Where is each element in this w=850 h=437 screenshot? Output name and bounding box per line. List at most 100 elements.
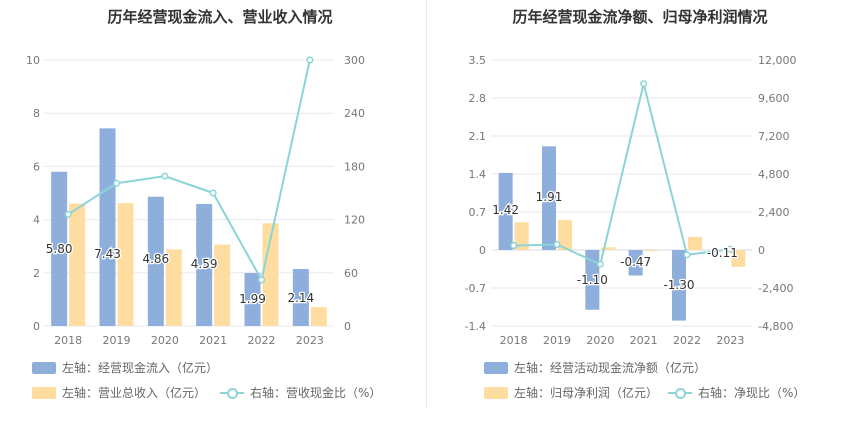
- left-axis-tick-label-0-2: 4: [33, 214, 40, 227]
- bar-0-s0-4: [244, 273, 261, 326]
- bar-1-s0-2: [585, 250, 600, 310]
- line-point-1-2: [596, 260, 604, 268]
- right-axis-tick-label-1-2: 0: [758, 244, 765, 257]
- right-axis-tick-label-1-3: 2,400: [758, 206, 790, 219]
- line-point-1-3: [640, 80, 648, 88]
- right-axis-tick-label-0-2: 120: [344, 214, 365, 227]
- bar-value-label-0-1: 7.43: [94, 247, 121, 261]
- bar-0-s0-2: [147, 196, 164, 326]
- line-series-0: [67, 59, 311, 283]
- left-axis-tick-label-0-3: 6: [33, 160, 40, 173]
- bar-0-s0-3: [196, 203, 213, 326]
- legend-line-icon-cash-ratio: [220, 387, 244, 399]
- right-axis-tick-label-0-0: 0: [344, 320, 351, 333]
- left-axis-tick-label-1-4: 1.4: [469, 168, 487, 181]
- x-axis-tick-label-0-1: 2019: [103, 334, 131, 347]
- x-axis-tick-label-0-3: 2021: [199, 334, 227, 347]
- line-point-0-4: [257, 276, 266, 284]
- bar-1-s1-0: [514, 222, 529, 250]
- line-point-0-2: [161, 172, 169, 180]
- right-axis-tick-label-1-5: 7,200: [758, 130, 790, 143]
- line-point-1-5: [726, 245, 734, 253]
- panel-divider: [426, 0, 427, 408]
- left-axis-tick-label-1-2: 0: [479, 244, 486, 257]
- bar-1-s1-3: [644, 250, 659, 252]
- x-axis-tick-label-1-5: 2023: [716, 334, 744, 347]
- bar-0-s1-2: [165, 249, 182, 326]
- x-axis-tick-label-1-4: 2022: [673, 334, 701, 347]
- bar-0-s1-5: [310, 307, 327, 326]
- right-axis-tick-label-1-6: 9,600: [758, 92, 790, 105]
- bar-value-label-0-3: 4.59: [191, 257, 218, 271]
- legend-item-revenue[interactable]: 左轴：营业总收入（亿元）: [32, 384, 206, 401]
- left-axis-tick-label-1-6: 2.8: [469, 92, 487, 105]
- left-axis-tick-label-1-7: 3.5: [469, 54, 487, 67]
- legend-label-cash-ratio: 右轴：营收现金比（%）: [250, 386, 382, 400]
- left-axis-tick-label-0-1: 2: [33, 267, 40, 280]
- line-point-1-1: [553, 240, 561, 249]
- left-axis-tick-label-0-5: 10: [26, 54, 40, 67]
- left-axis-tick-label-0-0: 0: [33, 320, 40, 333]
- right-axis-tick-label-1-0: -4,800: [758, 320, 793, 333]
- bar-1-s1-2: [601, 247, 616, 250]
- bar-1-s1-4: [688, 236, 702, 250]
- x-axis-tick-label-1-1: 2019: [543, 334, 571, 347]
- bar-value-label-1-0: 1.42: [492, 203, 519, 217]
- bar-0-s1-3: [214, 244, 231, 326]
- legend-label-net-cashflow: 左轴：经营活动现金流净额（亿元）: [514, 361, 707, 375]
- line-point-1-4: [683, 251, 691, 259]
- line-point-1-0: [510, 242, 518, 250]
- legend-item-net-cash-ratio[interactable]: 右轴：净现比（%）: [668, 384, 805, 401]
- line-point-0-0: [64, 210, 72, 218]
- right-axis-tick-label-0-4: 240: [344, 107, 365, 120]
- bar-1-s0-3: [628, 250, 643, 276]
- bar-0-s0-1: [99, 128, 116, 326]
- bar-value-label-1-4: -1.30: [663, 278, 694, 292]
- left-axis-tick-label-0-4: 8: [33, 107, 40, 120]
- legend-label-cash-inflow: 左轴：经营现金流入（亿元）: [62, 361, 219, 375]
- x-axis-tick-label-0-2: 2020: [151, 334, 179, 347]
- legend-swatch-net-profit: [484, 386, 508, 399]
- bar-value-label-1-3: -0.47: [620, 255, 651, 269]
- x-axis-tick-label-0-0: 2018: [54, 334, 82, 347]
- legend-label-revenue: 左轴：营业总收入（亿元）: [62, 386, 207, 400]
- left-axis-tick-label-1-5: 2.1: [469, 130, 487, 143]
- x-axis-tick-label-1-3: 2021: [630, 334, 658, 347]
- bar-value-label-0-2: 4.86: [142, 252, 169, 266]
- legend-label-net-profit: 左轴：归母净利润（亿元）: [514, 386, 659, 400]
- x-axis-tick-label-1-0: 2018: [500, 334, 528, 347]
- bar-0-s1-4: [262, 223, 279, 326]
- bar-0-s1-0: [69, 203, 86, 326]
- left-axis-tick-label-1-0: -1.4: [465, 320, 486, 333]
- bar-value-label-0-5: 2.14: [287, 291, 314, 305]
- right-chart-title: 历年经营现金流净额、归母净利润情况: [512, 8, 768, 26]
- x-axis-tick-label-0-4: 2022: [248, 334, 276, 347]
- right-axis-tick-label-1-4: 4,800: [758, 168, 790, 181]
- legend-swatch-revenue: [32, 386, 56, 399]
- bar-1-s1-5: [731, 250, 746, 267]
- legend-swatch-cash-inflow: [32, 361, 56, 374]
- x-axis-tick-label-0-5: 2023: [296, 334, 324, 347]
- bar-0-s1-1: [117, 203, 134, 326]
- legend-item-cash-inflow[interactable]: 左轴：经营现金流入（亿元）: [32, 359, 218, 376]
- legend-swatch-net-cashflow: [484, 361, 508, 374]
- line-point-0-3: [209, 189, 217, 197]
- legend-item-net-profit[interactable]: 左轴：归母净利润（亿元）: [484, 384, 658, 401]
- bar-0-s0-0: [51, 171, 68, 326]
- bar-1-s0-4: [672, 250, 686, 321]
- line-point-0-1: [112, 179, 121, 187]
- right-axis-tick-label-0-3: 180: [344, 160, 365, 173]
- left-axis-tick-label-1-3: 0.7: [469, 206, 487, 219]
- right-axis-tick-label-1-7: 12,000: [758, 54, 797, 67]
- right-axis-tick-label-1-1: -2,400: [758, 282, 793, 295]
- bar-value-label-0-0: 5.80: [46, 242, 73, 256]
- legend-line-icon-net-cash-ratio: [668, 387, 692, 399]
- x-axis-tick-label-1-2: 2020: [586, 334, 614, 347]
- legend-item-cash-ratio[interactable]: 右轴：营收现金比（%）: [220, 384, 381, 401]
- legend-label-net-cash-ratio: 右轴：净现比（%）: [698, 386, 806, 400]
- bar-value-label-1-2: -1.10: [577, 273, 608, 287]
- legend-item-net-cashflow[interactable]: 左轴：经营活动现金流净额（亿元）: [484, 359, 706, 376]
- bar-1-s1-1: [558, 220, 572, 250]
- right-axis-tick-label-0-1: 60: [344, 267, 358, 280]
